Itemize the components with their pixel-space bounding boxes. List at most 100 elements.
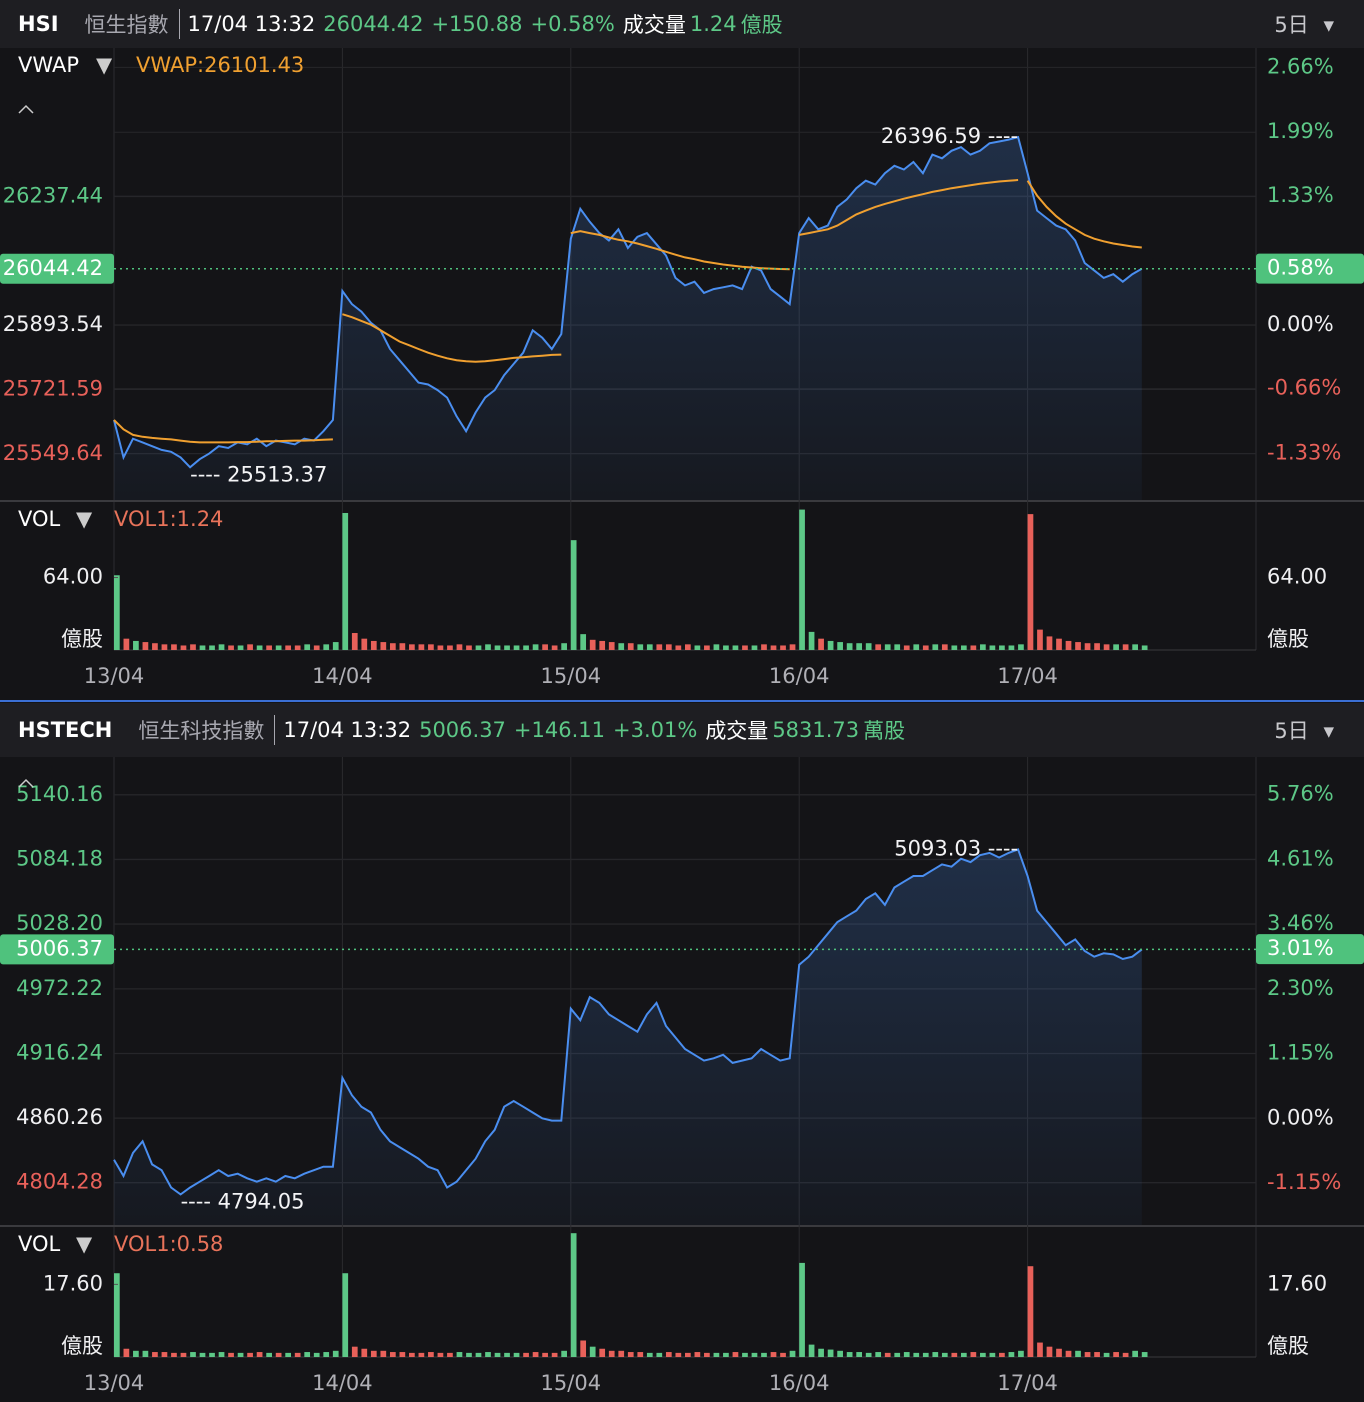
volume-bar: [685, 644, 691, 650]
volume-bar: [1046, 1346, 1053, 1357]
x-tick-label: 15/04: [541, 1371, 602, 1395]
volume-bar: [342, 512, 349, 650]
volume-bar: [323, 644, 330, 650]
volume-bar: [1008, 1352, 1015, 1357]
volume-bar: [266, 1352, 272, 1357]
vol-value: VOL1:1.24: [114, 507, 223, 531]
volume-bar: [1141, 1352, 1148, 1357]
collapse-icon: [18, 778, 34, 788]
price-line: [113, 848, 1143, 1196]
volume-bar: [799, 509, 805, 650]
volume-bar: [618, 1350, 625, 1357]
period[interactable]: 5日: [1274, 13, 1309, 37]
volume-bar: [1132, 644, 1138, 650]
volume-bar: [903, 645, 910, 650]
y2-tick-label: 2.30%: [1267, 976, 1334, 1000]
indicator-name[interactable]: VWAP: [18, 53, 79, 77]
volume-bar: [627, 1352, 634, 1357]
volume-unit: 萬股: [863, 719, 906, 743]
volume-bar: [656, 1352, 663, 1357]
volume-bar: [1046, 636, 1053, 650]
volume-bar: [1037, 1342, 1043, 1357]
volume-bar: [504, 1352, 510, 1357]
volume-bar: [751, 645, 758, 650]
last-price-label: 5006.37: [16, 936, 103, 960]
volume-bar: [675, 1352, 682, 1357]
volume-bar: [1113, 644, 1119, 650]
dropdown-caret: ▼: [96, 53, 113, 77]
volume-bar: [123, 1348, 130, 1357]
volume-bar: [827, 1349, 834, 1357]
volume-bar: [285, 1352, 292, 1357]
header: HSTECH 恒生科技指數 17/04 13:32 5006.37 +146.1…: [0, 703, 1364, 757]
volume-bar: [209, 1352, 215, 1357]
volume-bar: [1008, 645, 1015, 650]
volume-bar: [152, 643, 158, 650]
volume-bar: [1027, 1266, 1034, 1357]
volume-bar: [884, 644, 891, 650]
high-label: 5093.03 ----: [894, 836, 1018, 860]
volume-bar: [466, 645, 472, 650]
y-tick-label: 25893.54: [3, 312, 103, 336]
volume-bar: [875, 1352, 882, 1357]
header: HSI 恒生指數 17/04 13:32 26044.42 +150.88 +0…: [0, 0, 1364, 48]
period[interactable]: 5日: [1274, 719, 1309, 743]
volume-bar: [713, 1352, 720, 1357]
volume-bar: [171, 644, 177, 650]
low-label: ---- 25513.37: [190, 462, 327, 486]
volume-bar: [894, 1352, 901, 1357]
volume-bar: [989, 645, 996, 650]
volume-bar: [770, 645, 777, 650]
volume-bar: [932, 1352, 939, 1357]
y2-tick-label: -1.33%: [1267, 441, 1341, 465]
vol-tick-label: 17.60: [1267, 1271, 1327, 1295]
volume-bar: [608, 1350, 615, 1357]
volume-bar: [608, 642, 615, 650]
volume-bar: [171, 1352, 177, 1357]
change: +146.11: [513, 718, 605, 742]
volume-bar: [551, 1352, 558, 1357]
price: 26044.42: [323, 12, 424, 36]
volume-bar: [865, 1352, 872, 1357]
last-percent-box: [1256, 934, 1364, 965]
volume-bar: [818, 1348, 824, 1357]
volume-bar: [561, 643, 567, 650]
vol-unit: 億股: [61, 627, 103, 651]
volume-bar: [532, 1352, 539, 1357]
volume-bar: [999, 1352, 1005, 1357]
volume-bar: [323, 1352, 330, 1357]
volume-bar: [399, 1352, 406, 1357]
volume-bar: [1065, 640, 1072, 650]
volume-bar: [247, 644, 253, 650]
volume-bar: [342, 1273, 349, 1357]
volume-unit: 億股: [740, 13, 783, 37]
period-selector[interactable]: 5日 ▾: [1274, 13, 1334, 37]
x-tick-label: 14/04: [312, 664, 373, 688]
dropdown-caret: ▼: [76, 1232, 93, 1256]
volume-bar: [742, 645, 748, 650]
volume-bar: [209, 645, 215, 650]
volume-bar: [1065, 1350, 1072, 1357]
volume-bar: [161, 1352, 168, 1357]
y2-tick-label: 3.46%: [1267, 911, 1334, 935]
volume-bar: [542, 1352, 548, 1357]
volume-bar: [370, 1350, 377, 1357]
volume-bar: [808, 1344, 815, 1357]
volume-bar: [589, 1346, 596, 1357]
volume-bar: [1094, 1352, 1100, 1357]
vol-unit: 億股: [61, 1334, 103, 1358]
volume-bar: [723, 645, 729, 650]
y2-tick-label: -1.15%: [1267, 1170, 1341, 1194]
last-percent-box: [1256, 253, 1364, 284]
symbol: HSTECH: [18, 718, 113, 742]
y-tick-label: 25721.59: [3, 376, 103, 400]
y2-tick-label: 0.00%: [1267, 312, 1334, 336]
change: +150.88: [431, 12, 523, 36]
volume-bar: [1084, 1352, 1091, 1357]
volume-bar: [789, 644, 796, 650]
volume-bar: [1018, 1350, 1024, 1357]
vol-title: VOL: [18, 1232, 61, 1256]
period-selector[interactable]: 5日 ▾: [1274, 719, 1334, 743]
volume-bar: [646, 644, 653, 650]
